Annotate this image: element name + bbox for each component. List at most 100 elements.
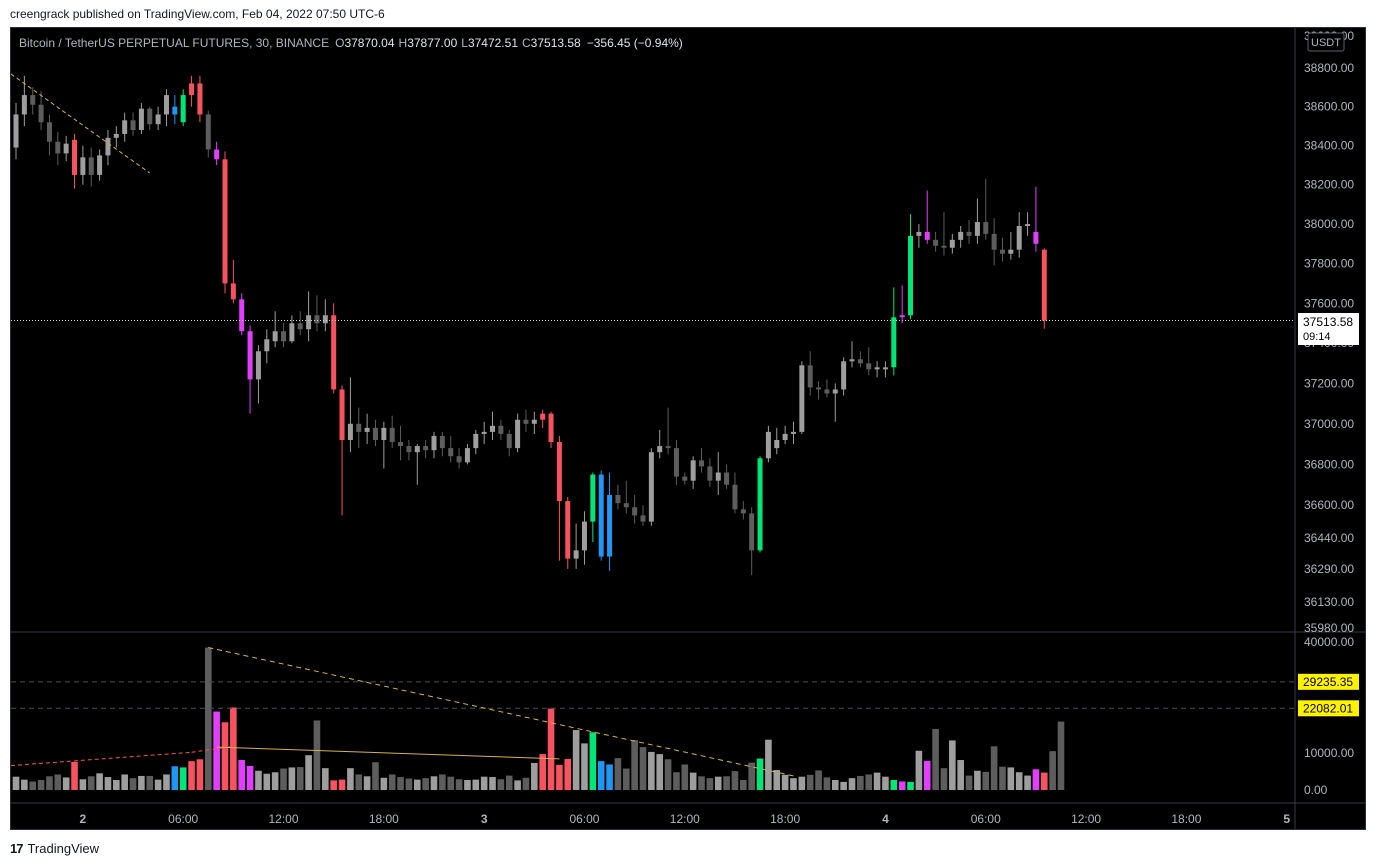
volume-bar (748, 762, 755, 790)
volume-bar (556, 764, 563, 790)
chart-frame[interactable]: 35980.00 36130.00 36290.00 36440.00 36600.00… (10, 27, 1366, 830)
candle-body (1025, 224, 1031, 227)
candle-body (991, 233, 997, 250)
candle-body (849, 359, 855, 362)
candle-body (899, 315, 905, 318)
volume-bar (773, 770, 781, 790)
volume-bar (873, 772, 881, 790)
volume-bar (648, 751, 655, 790)
candle-body (30, 95, 36, 105)
candle-body (423, 446, 429, 451)
volume-bar (781, 774, 789, 790)
candle-body (924, 231, 930, 240)
volume-bar (514, 780, 521, 790)
candle-body (406, 446, 412, 453)
volume-bar (756, 758, 764, 790)
currency-badge-box[interactable] (1307, 32, 1345, 52)
candle-body (841, 361, 847, 390)
candle-body (640, 515, 646, 522)
footer-brand: TradingView (27, 841, 100, 856)
candle-body (97, 155, 103, 175)
price-tick-label: 36130.00 (1304, 595, 1354, 609)
time-tick-label: 12:00 (1071, 812, 1101, 826)
price-trendline (11, 73, 151, 174)
volume-bar (965, 775, 973, 790)
candle-body (1033, 231, 1039, 244)
candle-body (916, 231, 922, 236)
volume-bar (505, 775, 513, 790)
candle-body (46, 122, 52, 142)
candle-body (13, 114, 19, 148)
volume-bar (388, 774, 396, 790)
candle-body (774, 439, 780, 449)
candle-body (122, 120, 128, 134)
candle-body (38, 104, 44, 123)
footer[interactable]: 17 TradingView (10, 841, 99, 856)
candle-body (682, 476, 688, 481)
volume-bar (790, 778, 797, 790)
volume-bar (539, 754, 546, 790)
volume-bar (673, 772, 680, 790)
legend-low-value: 37472.51 (468, 36, 518, 50)
volume-bar (957, 760, 964, 790)
candle-body (740, 509, 746, 514)
legend-high-value: 37877.00 (407, 36, 457, 50)
volume-bar (363, 776, 371, 790)
candle-body (540, 413, 546, 420)
volume-bar (79, 779, 87, 790)
candle-body (556, 442, 562, 502)
legend-open-label: O (335, 36, 344, 50)
volume-bar (1024, 775, 1031, 790)
volume-bar (522, 777, 530, 790)
volume-bar (723, 776, 730, 790)
volume-bar (547, 708, 555, 790)
candle-body (874, 367, 880, 370)
candle-body (790, 431, 796, 434)
legend-low-label: L (461, 36, 468, 50)
volume-bar (96, 773, 103, 790)
candle-body (414, 446, 420, 453)
volume-bar (87, 776, 95, 790)
candle-body (749, 513, 755, 551)
candle-body (130, 120, 136, 131)
volume-bar (1040, 772, 1048, 790)
candle-body (807, 365, 813, 388)
volume-bar (221, 722, 229, 790)
volume-bar (949, 740, 956, 790)
candle-body (1016, 226, 1022, 250)
volume-bar (639, 747, 647, 790)
price-label-box (1298, 313, 1359, 345)
time-tick-label: 06:00 (168, 812, 198, 826)
candle-body (214, 149, 220, 160)
volume-bar (129, 778, 137, 790)
volume-bar (915, 750, 923, 790)
candle-body (565, 501, 571, 559)
candle-body (347, 423, 353, 440)
candle-body (138, 108, 144, 131)
volume-bar (71, 761, 78, 790)
time-tick-label: 18:00 (369, 812, 399, 826)
volume-bar (990, 746, 998, 790)
volume-bar (413, 779, 421, 790)
candle-body (456, 456, 462, 463)
volume-bar (246, 765, 254, 790)
volume-bar (706, 778, 714, 790)
volume-bar (305, 755, 312, 790)
volume-bar (581, 743, 588, 790)
volume-bar (714, 776, 722, 790)
candle-body (473, 433, 479, 449)
volume-bar (113, 780, 120, 790)
candle-body (381, 427, 387, 440)
price-tick-label: 37200.00 (1304, 376, 1354, 390)
volume-bar (188, 761, 195, 790)
currency-badge[interactable]: USDT (1311, 37, 1341, 49)
volume-bar (146, 775, 154, 790)
candle-body (648, 452, 654, 522)
candle-body (581, 521, 587, 551)
candlestick-chart[interactable]: 35980.00 36130.00 36290.00 36440.00 36600.00… (11, 28, 1365, 829)
candle-body (548, 413, 554, 443)
candle-body (222, 159, 228, 284)
time-tick-label: 18:00 (770, 812, 800, 826)
candle-body (506, 433, 512, 449)
candle-body (1041, 249, 1047, 321)
